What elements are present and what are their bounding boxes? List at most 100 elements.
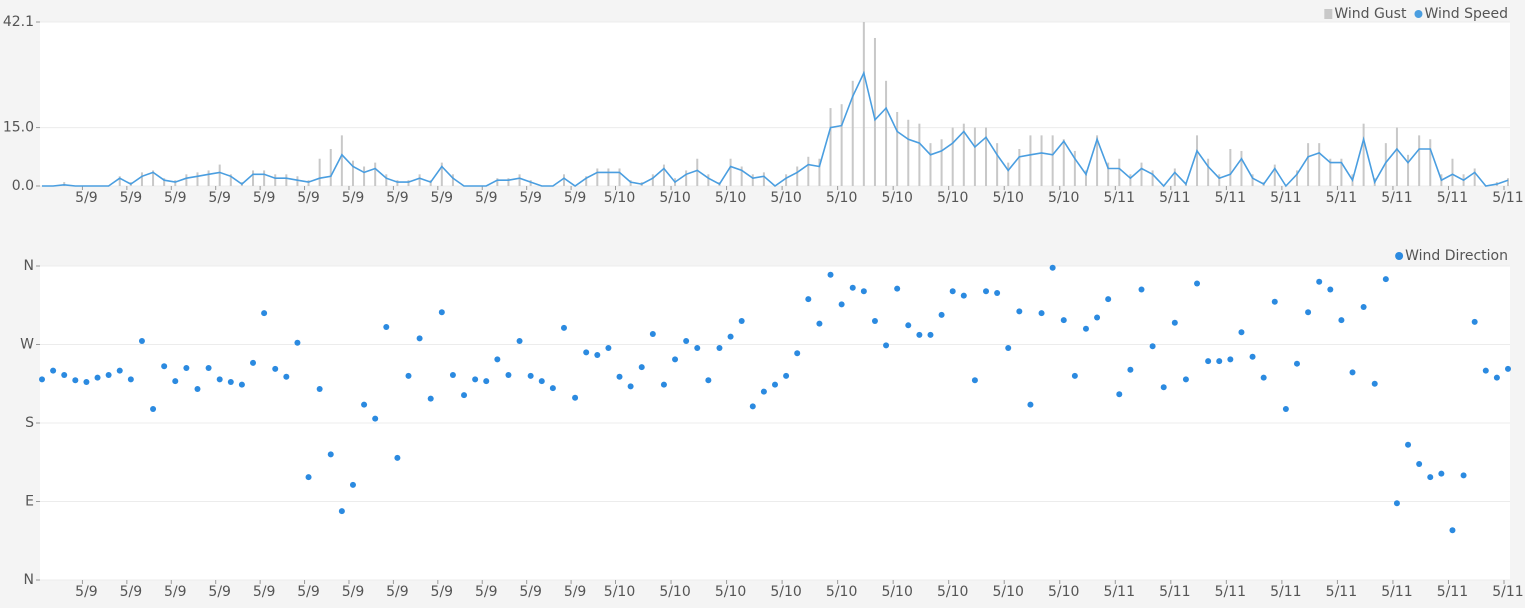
point (1305, 309, 1312, 316)
legend-label: Wind Gust (1334, 6, 1407, 22)
line (42, 70, 1509, 188)
x-tick-label: 5/9 (120, 584, 143, 600)
plot-area (40, 22, 1510, 186)
bar (196, 172, 199, 186)
bar (873, 37, 876, 186)
point (738, 317, 745, 324)
x-tick-label: 5/9 (431, 190, 454, 206)
x-tick-label: 5/11 (1381, 190, 1412, 206)
x-tick-label: 5/11 (1492, 190, 1523, 206)
x-tick-label: 5/9 (164, 584, 187, 600)
x-tick-label: 5/11 (1104, 190, 1135, 206)
point (1016, 308, 1023, 315)
point (505, 372, 512, 379)
point (1005, 344, 1012, 351)
point (1171, 319, 1178, 326)
point (205, 365, 212, 372)
x-tick-label: 5/10 (604, 584, 635, 600)
point (83, 379, 90, 386)
bar (751, 174, 754, 186)
point (394, 454, 401, 461)
bar (1273, 164, 1276, 186)
point (1282, 406, 1289, 413)
bar (1040, 135, 1043, 186)
bar (762, 172, 765, 186)
point (1060, 317, 1067, 324)
bar (1129, 174, 1132, 186)
point (1460, 472, 1467, 479)
bar (929, 143, 932, 186)
point (50, 367, 57, 374)
point (983, 288, 990, 295)
point (749, 403, 756, 410)
point (449, 372, 456, 379)
point (1182, 376, 1189, 383)
bar (618, 168, 621, 186)
point (172, 378, 179, 385)
point (894, 285, 901, 292)
y-tick-label: 42.1 (3, 14, 34, 30)
point (594, 351, 601, 358)
bar (962, 123, 965, 186)
x-tick-label: 5/9 (342, 584, 365, 600)
point (1160, 384, 1167, 391)
x-tick-label: 5/10 (715, 190, 746, 206)
point (1249, 353, 1256, 360)
point (1216, 358, 1223, 365)
bar (1118, 158, 1121, 186)
x-tick-label: 5/10 (881, 190, 912, 206)
point (883, 342, 890, 349)
bar (740, 166, 743, 186)
x-tick-label: 5/9 (431, 584, 454, 600)
x-tick-label: 5/9 (297, 584, 320, 600)
point (905, 322, 912, 329)
point (1027, 401, 1034, 408)
bar (951, 127, 954, 186)
bar (1196, 135, 1199, 186)
point (1405, 441, 1412, 448)
point (683, 338, 690, 345)
bar (862, 22, 865, 186)
x-tick-label: 5/9 (475, 584, 498, 600)
point (427, 395, 434, 402)
x-tick-label: 5/11 (1270, 190, 1301, 206)
point (1349, 369, 1356, 376)
point (405, 372, 412, 379)
x-tick-label: 5/9 (164, 190, 187, 206)
bar (1029, 135, 1032, 186)
x-tick-label: 5/9 (297, 190, 320, 206)
legend-label: Wind Direction (1405, 248, 1508, 264)
x-tick-label: 5/10 (993, 584, 1024, 600)
point (72, 377, 79, 384)
point (516, 338, 523, 345)
point (638, 364, 645, 371)
bar (429, 180, 432, 186)
bar (307, 180, 310, 186)
x-tick-label: 5/10 (826, 584, 857, 600)
bar (1295, 170, 1298, 186)
x-tick-label: 5/11 (1159, 190, 1190, 206)
point (560, 324, 567, 331)
point (1227, 356, 1234, 363)
bar (529, 180, 532, 186)
bar (140, 172, 143, 186)
bar (1140, 162, 1143, 186)
point (616, 373, 623, 380)
x-tick-label: 5/10 (715, 584, 746, 600)
point (138, 338, 145, 345)
bar (1318, 143, 1321, 186)
x-tick-label: 5/9 (75, 190, 98, 206)
point (827, 271, 834, 278)
x-tick-label: 5/10 (770, 584, 801, 600)
bar (796, 166, 799, 186)
point (860, 288, 867, 295)
point (816, 320, 823, 327)
point (527, 372, 534, 379)
bar (1418, 135, 1421, 186)
bar (1240, 150, 1243, 186)
x-tick-label: 5/10 (826, 190, 857, 206)
bar (385, 174, 388, 186)
x-tick-label: 5/11 (1215, 584, 1246, 600)
point (1360, 303, 1367, 310)
x-tick-label: 5/10 (659, 190, 690, 206)
